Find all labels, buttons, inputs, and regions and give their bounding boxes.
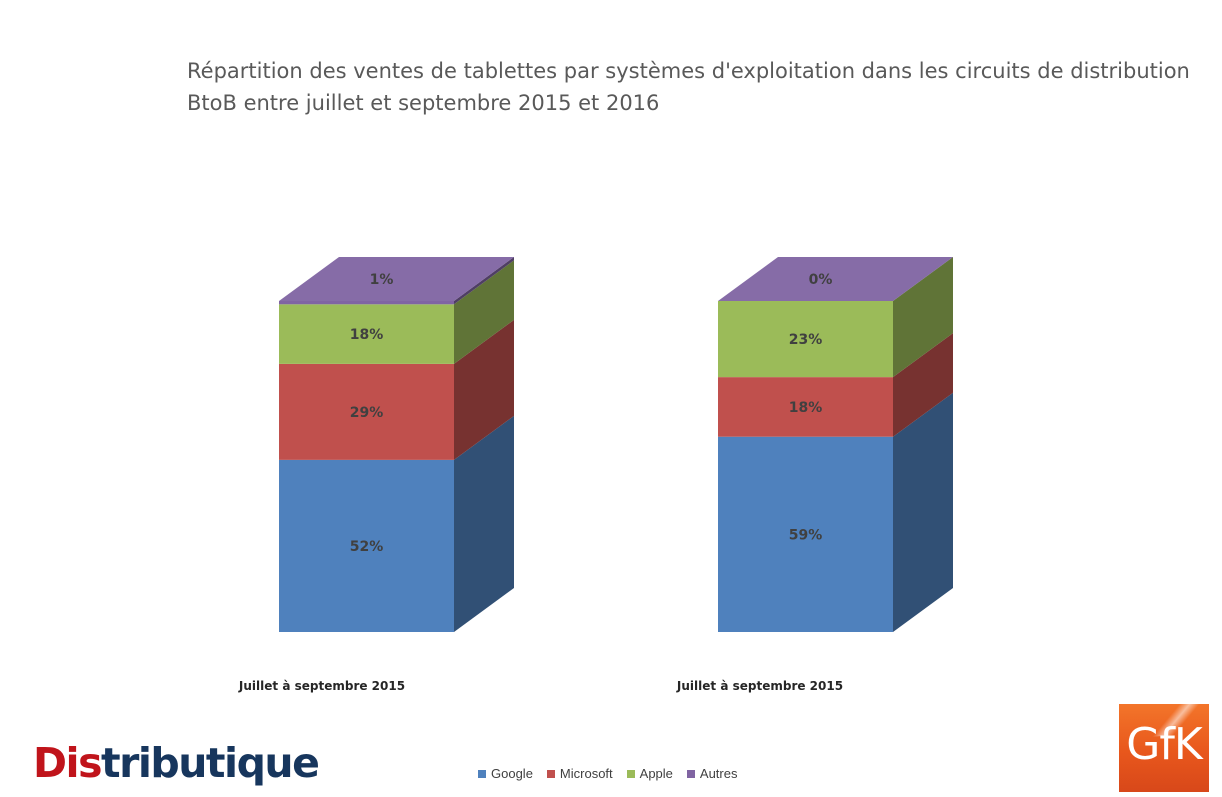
bar-side-apple-1 [454,260,514,364]
bar-side-apple-2 [893,257,953,378]
data-label-microsoft-1: 29% [350,405,384,421]
legend-item-microsoft: Microsoft [546,766,613,781]
bar-segment-microsoft-1 [279,363,454,460]
bar-segment-microsoft-2 [718,377,893,437]
bar-side-autres-1 [454,257,514,305]
bar-side-microsoft-2 [893,333,953,437]
legend-label: Google [491,766,533,781]
data-label-google-1: 52% [350,539,384,555]
bar-segment-google-1 [279,459,454,632]
distributique-logo-blue-part: tributique [101,739,320,787]
gfk-logo-text: GfK [1126,719,1202,770]
legend-item-apple: Apple [626,766,673,781]
bar-top-1 [279,257,514,301]
data-label-apple-1: 18% [350,327,384,343]
legend-swatch [546,769,555,778]
legend-item-google: Google [478,766,533,781]
distributique-logo-red-part: Dis [33,739,103,787]
distributique-logo: Distributique [33,735,320,791]
bar-segment-google-2 [718,436,893,632]
bar-side-microsoft-1 [454,319,514,460]
chart-title-line-2: BtoB entre juillet et septembre 2015 et … [187,91,660,115]
legend-swatch [686,769,695,778]
legend-swatch [478,769,486,778]
legend-label: Autres [699,766,738,781]
legend-label: Apple [639,766,673,781]
bar-segment-apple-2 [718,301,893,378]
category-label-2: Juillet à septembre 2015 [676,679,843,693]
category-label-1: Juillet à septembre 2015 [238,679,405,693]
data-label-autres-1: 1% [370,272,394,288]
bar-segment-autres-1 [279,301,454,305]
bar-top-2 [718,257,953,301]
legend-label: Microsoft [559,766,613,781]
data-label-microsoft-2: 18% [789,400,823,416]
chart-title: Répartition des ventes de tablettes par … [187,55,1190,119]
bar-segment-apple-1 [279,304,454,364]
bar-side-google-2 [893,392,953,632]
data-label-autres-2: 0% [809,272,833,288]
legend-swatch [626,769,635,778]
data-label-google-2: 59% [789,527,823,543]
chart-title-line-1: Répartition des ventes de tablettes par … [187,59,1190,83]
data-label-apple-2: 23% [789,332,823,348]
gfk-logo: GfK [1119,704,1209,792]
legend-item-autres: Autres [686,766,738,781]
bar-side-google-1 [454,415,514,632]
chart-legend: Google Microsoft Apple Autres [478,766,751,781]
